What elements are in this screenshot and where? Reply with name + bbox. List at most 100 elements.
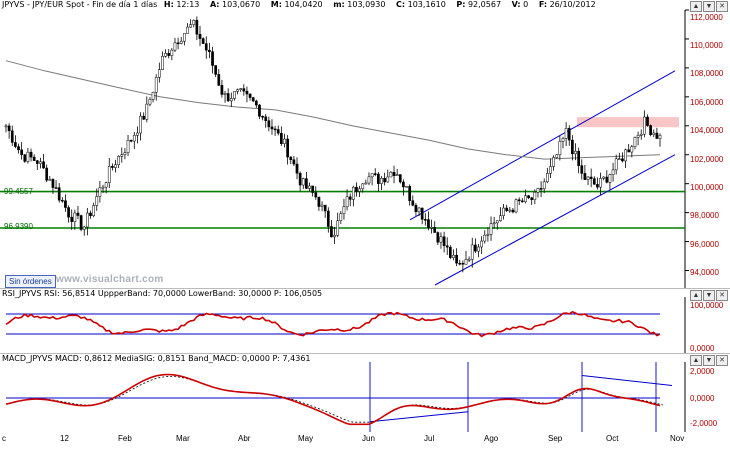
channel-upper-line (409, 70, 676, 221)
field-min: m: 103,0930 (333, 0, 386, 9)
candle-body (495, 220, 499, 224)
support-level-label: 99.4557 (4, 187, 33, 196)
candle-body (201, 38, 205, 44)
candle-body (505, 207, 509, 211)
candle-body (417, 207, 421, 212)
candle-body (658, 135, 662, 139)
candle-body (571, 139, 574, 155)
candle-body (289, 156, 293, 160)
candle-body (639, 133, 643, 136)
candle-body (10, 130, 14, 143)
maximize-icon[interactable]: ▼ (703, 1, 715, 12)
candle-body (317, 196, 321, 207)
maximize-icon[interactable]: ▼ (703, 290, 715, 301)
candle-body (229, 98, 233, 102)
candle-body (107, 166, 111, 183)
maximize-icon[interactable]: ▼ (703, 355, 715, 366)
candle-body (574, 150, 577, 155)
candle-body (139, 115, 142, 134)
candle-body (51, 179, 55, 188)
macd-divergence-line (581, 375, 673, 386)
candle-body (192, 19, 196, 25)
candle-body (264, 116, 268, 121)
field-p: P: 92,0567 (456, 0, 502, 9)
candle-body (45, 167, 49, 181)
rsi-panel[interactable]: RSI_JPYVS RSI: 56,8514 UppperBand: 70,00… (0, 289, 730, 354)
candle-body (73, 212, 77, 222)
candle-body (82, 226, 86, 230)
candle-body (114, 164, 117, 168)
minimize-icon[interactable]: ▲ (690, 355, 702, 366)
minimize-icon[interactable]: ▲ (690, 1, 702, 12)
x-tick-label: Mar (176, 434, 190, 443)
candle-body (298, 172, 302, 186)
close-icon[interactable]: ✕ (716, 355, 728, 366)
candle-body (164, 53, 167, 57)
candle-body (370, 173, 374, 178)
candle-body (583, 173, 587, 180)
candle-body (223, 93, 227, 95)
candle-body (136, 132, 139, 136)
candle-body (239, 88, 243, 90)
close-icon[interactable]: ✕ (716, 290, 728, 301)
close-icon[interactable]: ✕ (716, 1, 728, 12)
resistance-zone (577, 117, 679, 128)
candle-body (26, 151, 30, 162)
macd-chart[interactable] (0, 354, 730, 432)
candle-body (126, 139, 130, 153)
x-tick-label: Nov (670, 434, 685, 443)
candle-body (42, 161, 45, 169)
macd-signal-line (8, 375, 664, 423)
macd-header: MACD_JPYVS MACD: 0,8612 MediaSIG: 0,8151… (2, 354, 311, 363)
candle-body (220, 85, 224, 95)
candle-body (198, 33, 202, 39)
candle-body (179, 40, 183, 44)
candle-body (270, 126, 274, 130)
candle-body (536, 188, 540, 193)
candle-body (389, 171, 393, 178)
candle-body (364, 182, 368, 185)
candle-body (54, 187, 58, 189)
candle-body (48, 179, 52, 181)
candle-body (161, 55, 164, 70)
macd-panel[interactable]: MACD_JPYVS MACD: 0,8612 MediaSIG: 0,8151… (0, 354, 730, 432)
candle-body (92, 205, 95, 216)
candle-body (95, 196, 99, 206)
candle-body (420, 207, 424, 220)
candle-body (305, 178, 308, 189)
candle-body (32, 156, 36, 161)
candle-body (636, 135, 640, 138)
candle-body (217, 74, 221, 86)
macd-line (5, 373, 661, 426)
orders-button[interactable]: Sin órdenes (5, 275, 56, 288)
candle-body (258, 104, 261, 117)
candle-body (233, 91, 236, 99)
candle-body (167, 53, 171, 56)
candle-body (120, 154, 124, 157)
candle-body (405, 186, 408, 188)
candle-body (646, 116, 649, 126)
candle-body (154, 77, 158, 93)
field-f: F: 26/10/2012 (538, 0, 596, 9)
candle-body (70, 216, 74, 222)
candle-body (248, 93, 252, 98)
price-panel[interactable]: JPYVS - JPY/EUR Spot - Fin de día 1 días… (0, 0, 730, 289)
candle-body (79, 215, 83, 230)
y-label: 100,0000 (690, 183, 724, 192)
candle-body (439, 236, 443, 243)
candle-body (129, 139, 133, 142)
candle-body (474, 244, 477, 252)
candle-body (520, 200, 524, 203)
price-chart[interactable] (0, 0, 730, 288)
candle-body (170, 49, 174, 56)
minimize-icon[interactable]: ▲ (690, 290, 702, 301)
candle-body (558, 141, 562, 156)
rsi-chart[interactable] (0, 289, 730, 353)
candle-body (111, 166, 114, 168)
candle-body (627, 149, 631, 153)
candle-body (630, 146, 634, 153)
candle-body (499, 215, 502, 221)
candle-body (326, 210, 330, 227)
candle-body (445, 245, 449, 248)
candle-body (254, 100, 258, 106)
